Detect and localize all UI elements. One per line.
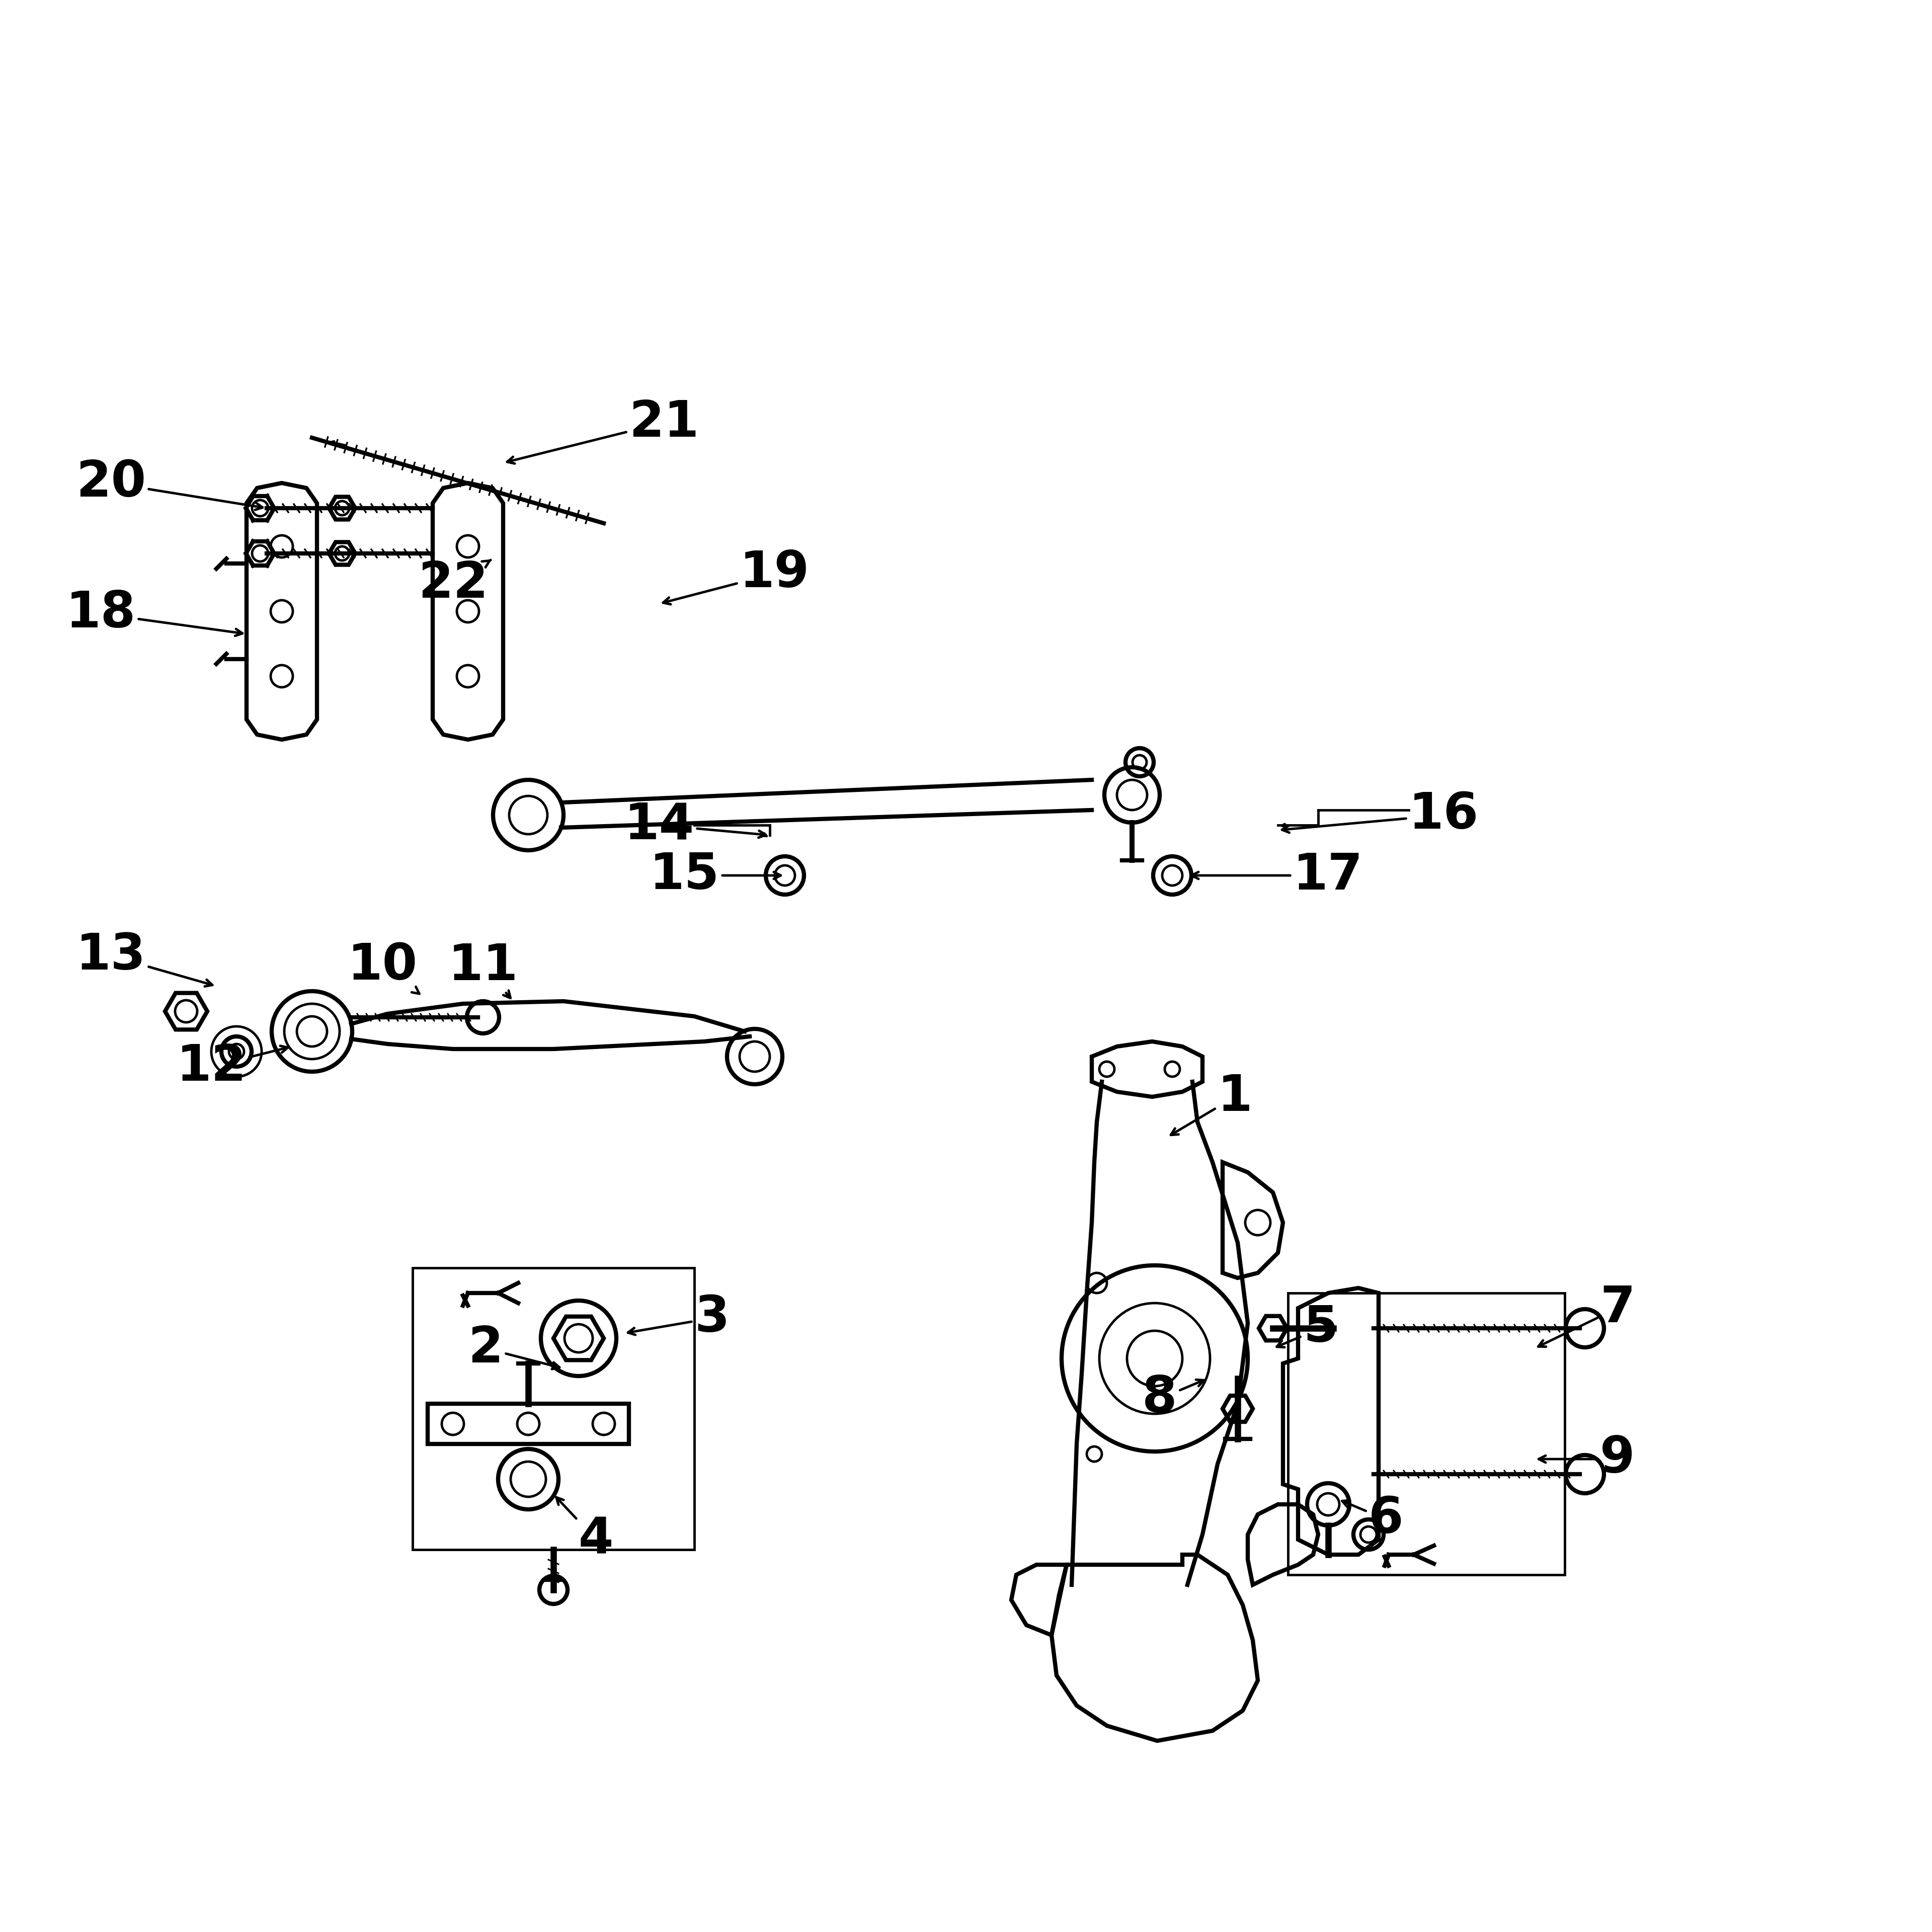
Text: 12: 12: [176, 1041, 288, 1092]
Text: 14: 14: [624, 800, 765, 850]
Text: 10: 10: [348, 941, 419, 993]
Text: 8: 8: [1142, 1374, 1204, 1424]
Text: 11: 11: [448, 941, 518, 999]
Text: 4: 4: [556, 1497, 614, 1565]
Bar: [1289, 1293, 1565, 1575]
Text: 17: 17: [1192, 850, 1364, 900]
Text: 1: 1: [1171, 1072, 1252, 1134]
Text: 22: 22: [417, 558, 491, 609]
Text: 13: 13: [75, 931, 213, 987]
Text: 2: 2: [468, 1323, 560, 1374]
Text: 6: 6: [1343, 1495, 1403, 1544]
Text: 20: 20: [75, 458, 263, 510]
Text: 3: 3: [628, 1294, 730, 1343]
Text: 16: 16: [1283, 790, 1478, 840]
Text: 15: 15: [649, 850, 781, 900]
Bar: [413, 1267, 694, 1549]
Text: 18: 18: [66, 589, 242, 638]
Text: 19: 19: [663, 549, 810, 605]
Text: 7: 7: [1538, 1283, 1634, 1347]
Text: 9: 9: [1538, 1435, 1634, 1484]
Text: 21: 21: [506, 398, 699, 464]
Text: 5: 5: [1277, 1304, 1339, 1352]
